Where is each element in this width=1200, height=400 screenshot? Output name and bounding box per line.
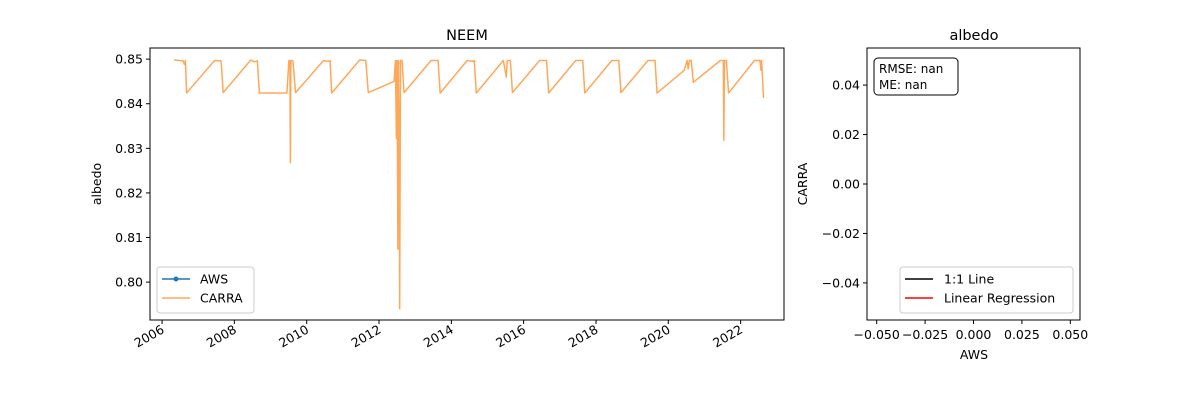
series-line-carra	[173, 59, 765, 310]
scatter-y-label: CARRA	[795, 162, 810, 205]
legend-one-to-one-label: 1:1 Line	[944, 272, 994, 287]
x-tick-label: 0.000	[956, 327, 992, 342]
timeseries-y-label: albedo	[89, 163, 104, 205]
scatter-y-ticks: −0.04 −0.02 0.00 0.02 0.04	[822, 78, 867, 290]
stats-box-frame	[873, 57, 959, 96]
timeseries-x-ticks: 2006 2008 2010 2012 2014 2016 2018 2020 2022	[132, 320, 745, 351]
legend-aws-marker	[173, 276, 179, 282]
timeseries-plot-area	[149, 47, 785, 321]
stats-rmse: RMSE: nan	[879, 62, 943, 76]
timeseries-panel: NEEM 0.800.810.820.830.840.85 2006 2008 20…	[89, 28, 785, 351]
x-tick-label: −0.050	[854, 327, 900, 342]
y-tick-label: 0.02	[832, 127, 860, 142]
x-tick-label: 0.025	[1004, 327, 1040, 342]
y-tick-label: 0.81	[115, 230, 143, 245]
y-tick-label: 0.84	[115, 96, 143, 111]
x-tick-label: 2022	[710, 322, 745, 351]
x-tick-label: 2020	[638, 322, 673, 351]
y-tick-label: 0.85	[115, 52, 143, 67]
scatter-title: albedo	[949, 28, 998, 44]
scatter-legend: 1:1 Line Linear Regression	[899, 266, 1074, 314]
stats-me: ME: nan	[879, 78, 927, 92]
y-tick-label: 0.83	[115, 141, 143, 156]
x-tick-label: 0.050	[1052, 327, 1088, 342]
x-tick-label: 2018	[565, 322, 600, 351]
x-tick-label: 2014	[421, 322, 456, 351]
legend-carra-label: CARRA	[200, 291, 243, 306]
y-tick-label: −0.04	[822, 275, 860, 290]
y-tick-label: 0.00	[832, 177, 860, 192]
x-tick-label: 2010	[276, 322, 311, 351]
scatter-stats-box: RMSE: nan ME: nan	[873, 57, 959, 96]
legend-aws-label: AWS	[200, 272, 228, 287]
timeseries-legend: AWS CARRA	[156, 266, 255, 314]
legend-regression-label: Linear Regression	[944, 291, 1055, 306]
scatter-x-label: AWS	[960, 347, 988, 362]
x-tick-label: 2012	[348, 322, 383, 351]
y-tick-label: 0.04	[832, 78, 860, 93]
timeseries-series	[173, 59, 765, 310]
y-tick-label: −0.02	[822, 226, 860, 241]
scatter-x-ticks: −0.050 −0.025 0.000 0.025 0.050	[854, 320, 1088, 342]
scatter-legend-box	[899, 266, 1074, 314]
scatter-panel: albedo −0.04−0.020.000.020.04 −0.050 −0.0…	[795, 28, 1088, 362]
timeseries-y-ticks: 0.80 0.81 0.82 0.83 0.84 0.85	[115, 52, 150, 290]
y-tick-label: 0.80	[115, 275, 143, 290]
x-tick-label: 2008	[204, 322, 239, 351]
x-tick-label: 2006	[132, 322, 167, 351]
x-tick-label: −0.025	[902, 327, 948, 342]
y-tick-label: 0.82	[115, 185, 143, 200]
timeseries-title: NEEM	[446, 28, 488, 44]
x-tick-label: 2016	[493, 322, 528, 351]
